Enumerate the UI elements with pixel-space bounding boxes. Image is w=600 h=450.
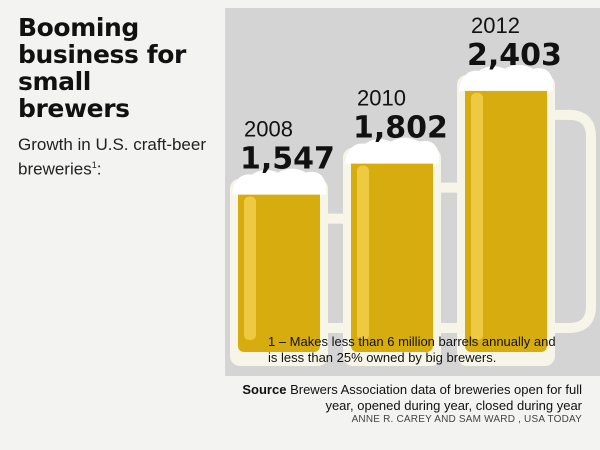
value-label: 2,403 [467, 38, 562, 73]
beer-highlight [471, 92, 483, 340]
year-label: 2010 [357, 86, 406, 111]
footnote: 1 – Makes less than 6 million barrels an… [268, 334, 556, 365]
title-block: Booming business for small brewers Growt… [18, 14, 208, 180]
title-line-2: business for [18, 40, 186, 69]
beer-fill [351, 157, 433, 352]
mug-handle [551, 109, 596, 333]
chart-panel: 2008 1,547 2010 1,802 2012 2,403 [225, 8, 600, 376]
title-line-1: Booming [18, 13, 139, 42]
year-label: 2008 [244, 117, 293, 142]
source-text: Brewers Association data of breweries op… [290, 382, 582, 413]
source-label: Source [242, 382, 287, 397]
beer-fill [465, 84, 547, 352]
title-line-3: small [18, 67, 91, 96]
beer-highlight [244, 196, 256, 340]
beer-fill [238, 188, 320, 352]
beer-foam [459, 64, 553, 91]
year-label: 2012 [471, 13, 520, 38]
beer-foam [232, 168, 326, 195]
beer-highlight [357, 165, 369, 340]
credit-line: ANNE R. CAREY AND SAM WARD , USA TODAY [351, 414, 582, 425]
value-label: 1,547 [240, 142, 335, 177]
beer-foam [345, 137, 439, 164]
value-label: 1,802 [353, 111, 448, 146]
subtitle-text: Growth in U.S. craft-beer breweries [18, 135, 207, 179]
subtitle: Growth in U.S. craft-beer breweries1: [18, 134, 208, 180]
footnote-marker: 1 [91, 160, 97, 170]
source-note: Source Brewers Association data of brewe… [222, 382, 582, 414]
subtitle-suffix: : [96, 159, 102, 179]
title-line-4: brewers [18, 94, 130, 123]
